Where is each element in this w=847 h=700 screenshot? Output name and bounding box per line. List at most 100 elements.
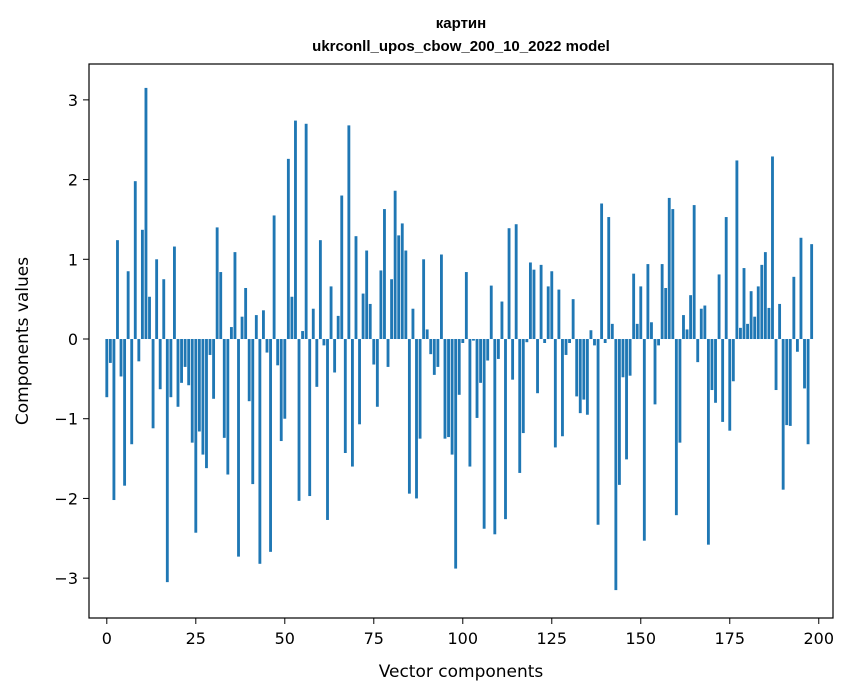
bar (464, 272, 468, 340)
bar (472, 339, 475, 341)
bar (511, 339, 515, 380)
bar (197, 339, 201, 432)
bar (336, 315, 340, 340)
bar (165, 339, 169, 583)
x-tick-label: 25 (186, 629, 206, 648)
bar (660, 264, 664, 340)
bar (674, 339, 678, 516)
bar (201, 339, 205, 455)
bar (190, 339, 194, 443)
bar (642, 339, 646, 541)
x-axis-ticks: 0 25 50 75 100 125 150 175 200 (102, 618, 834, 648)
bar (240, 316, 244, 340)
bar (600, 203, 604, 340)
bar (628, 339, 632, 376)
bar (301, 331, 305, 340)
bar (792, 276, 796, 340)
bar (358, 339, 361, 425)
bar (667, 197, 671, 340)
bar (703, 305, 707, 340)
y-tick-label: −2 (54, 489, 78, 508)
bar (678, 339, 682, 443)
bar (205, 339, 208, 469)
bar (219, 272, 223, 340)
bar (696, 339, 700, 363)
bar (126, 271, 130, 340)
bar (746, 323, 749, 340)
bar (404, 250, 408, 340)
bar (543, 339, 547, 343)
bar (208, 339, 212, 355)
bar (507, 228, 511, 340)
bar (418, 339, 422, 439)
bar (614, 339, 618, 591)
bar (571, 299, 575, 340)
bar (706, 339, 710, 545)
bar (151, 339, 155, 429)
bar (810, 244, 814, 340)
bar (781, 339, 785, 490)
bar (194, 339, 198, 533)
bar (582, 339, 586, 400)
bar (368, 303, 372, 339)
bar (407, 339, 411, 494)
bar (393, 190, 397, 339)
bar (400, 223, 404, 339)
bar (440, 254, 443, 339)
bar (617, 339, 621, 485)
bar (575, 339, 579, 397)
bar (589, 330, 593, 340)
bar (123, 339, 127, 486)
bar (500, 301, 504, 339)
bar (375, 339, 379, 407)
bar (767, 307, 771, 340)
x-tick-label: 200 (803, 629, 834, 648)
y-tick-label: −1 (54, 410, 78, 429)
bar (735, 160, 739, 340)
bar (585, 339, 589, 415)
bar (603, 339, 607, 343)
chart-title: картин (436, 15, 486, 32)
bar (415, 339, 418, 499)
bar (365, 250, 369, 340)
bar (788, 339, 792, 426)
bar (116, 240, 119, 339)
bar (475, 339, 479, 418)
y-axis-ticks: −3 −2 −1 0 1 2 3 (54, 91, 89, 588)
bar (795, 339, 799, 352)
bar (671, 209, 675, 340)
bar (806, 339, 810, 445)
bar (653, 339, 657, 405)
bar (578, 339, 582, 414)
bar (561, 339, 564, 437)
bar (557, 289, 561, 340)
bar (457, 339, 461, 395)
bar (108, 339, 112, 363)
bar (774, 339, 778, 391)
bar (756, 286, 760, 340)
bar (251, 339, 255, 485)
bar (411, 308, 415, 340)
bar (657, 339, 660, 346)
x-tick-label: 175 (714, 629, 745, 648)
bar (749, 291, 753, 340)
bar (739, 327, 742, 340)
bar (187, 339, 191, 386)
y-tick-label: 0 (68, 330, 78, 349)
bar (489, 285, 493, 340)
bar (610, 323, 614, 340)
bar (269, 339, 272, 552)
bar (461, 339, 465, 343)
bar (140, 229, 144, 340)
bar (521, 339, 525, 434)
bar (685, 329, 689, 340)
bar (717, 274, 721, 340)
bar (553, 339, 557, 448)
bar (724, 217, 728, 340)
bar (607, 217, 611, 340)
bar (326, 339, 329, 520)
bar (632, 273, 636, 339)
bar (493, 339, 497, 535)
bar (639, 286, 643, 340)
